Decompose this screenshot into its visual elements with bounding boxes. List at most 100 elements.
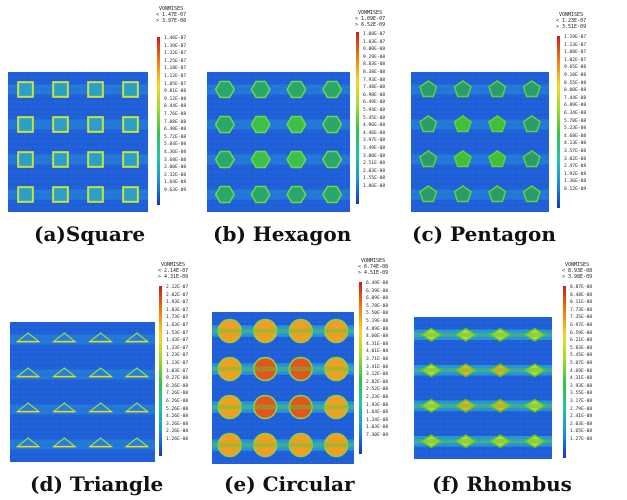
caption-pentagon: (c) Pentagon [412, 222, 556, 246]
legend-value: 8.38E-08 [363, 69, 386, 75]
legend-value: 9.80E-08 [363, 47, 386, 53]
legend-value: 3.12E-08 [366, 372, 389, 378]
legend-title: VONMISES [159, 6, 184, 12]
legend-value: 7.48E-08 [363, 85, 386, 91]
legend-value: 1.32E-07 [164, 51, 187, 57]
legend-value: 3.00E-08 [164, 165, 187, 171]
legend-value: 1.06E-08 [363, 183, 386, 189]
legend-value: 1.05E-07 [164, 81, 187, 87]
legend-value: 1.36E-08 [564, 179, 587, 185]
legend-value: 1.03E-08 [366, 425, 389, 431]
legend-title: VONMISES [361, 258, 386, 264]
legend-value: 3.02E-08 [564, 156, 587, 162]
legend-value: 7.08E-08 [164, 119, 187, 125]
legend-value: 5.04E-08 [164, 142, 187, 148]
legend-value: 8.44E-08 [164, 104, 187, 110]
legend-max: < 2.14E-07 [158, 268, 189, 274]
legend-value: 1.64E-08 [366, 410, 389, 416]
stress-plot-hexagon [207, 72, 350, 212]
legend-value: 4.31E-08 [366, 341, 389, 347]
legend-value: 5.23E-08 [564, 126, 587, 132]
legend-value: 1.03E-07 [363, 39, 386, 45]
legend-value: 5.83E-08 [570, 345, 593, 351]
legend-value: 2.12E-07 [166, 285, 189, 290]
legend-value: 1.08E-07 [564, 50, 587, 56]
legend-min: > 6.52E-09 [355, 22, 386, 28]
legend-value: 6.97E-08 [570, 322, 593, 328]
caption-circular: (e) Circular [224, 472, 355, 496]
legend-values: 2.12E-07 2.02E-07 1.93E-07 1.83E-07 1.73E-07… [166, 284, 188, 443]
stress-plot-triangle [10, 322, 155, 462]
legend-value: 8.11E-08 [570, 300, 593, 306]
legend-value: 2.82E-08 [366, 379, 389, 385]
legend-value: 5.19E-08 [366, 318, 389, 324]
legend-value: 2.79E-08 [570, 406, 593, 412]
legend-max: < 1.47E-07 [156, 12, 187, 18]
legend-min: > 3.97E-08 [156, 18, 187, 24]
legend-value: 1.55E-08 [363, 176, 386, 182]
legend-value: 6.89E-08 [564, 103, 587, 109]
legend-value: 8.87E-08 [570, 285, 593, 290]
legend-value: 1.33E-07 [166, 345, 189, 351]
legend-value: 1.65E-08 [570, 429, 593, 435]
legend-value: 7.44E-08 [564, 95, 587, 101]
legend-value: 2.32E-08 [164, 172, 187, 178]
stress-plot-rhombus [414, 317, 552, 459]
legend-value: 4.96E-08 [363, 123, 386, 129]
legend-title: VONMISES [565, 262, 590, 268]
legend-value: 9.63E-09 [164, 187, 187, 193]
legend-min: > 3.51E-09 [556, 24, 587, 30]
legend-colorbar [359, 282, 362, 454]
legend-value: 2.26E-08 [166, 429, 189, 435]
legend-max: < 1.23E-07 [556, 18, 587, 24]
legend-value: 5.72E-08 [164, 134, 187, 140]
legend-min: > 4.31E-09 [158, 274, 189, 280]
legend-value: 6.21E-08 [570, 338, 593, 344]
legend-colorbar [159, 286, 162, 456]
legend-value: 1.93E-07 [166, 300, 189, 306]
legend-value: 8.48E-08 [570, 292, 593, 298]
legend-title: VONMISES [358, 10, 383, 16]
legend-value: 2.47E-08 [564, 164, 587, 170]
legend-value: 6.49E-08 [366, 281, 389, 286]
legend-value: 8.83E-08 [363, 62, 386, 68]
legend-values: 1.19E-07 1.13E-07 1.08E-07 1.02E-07 9.65E-08… [564, 34, 586, 193]
legend-value: 3.41E-08 [366, 364, 389, 370]
legend-value: 9.12E-08 [164, 96, 187, 102]
legend-value: 1.64E-08 [164, 180, 187, 186]
legend-max: < 1.09E-07 [355, 16, 386, 22]
legend-values: 1.46E-07 1.39E-07 1.32E-07 1.25E-07 1.18E-07… [164, 35, 186, 194]
legend-value: 3.71E-08 [366, 356, 389, 362]
caption-triangle: (d) Triangle [30, 472, 164, 496]
legend-value: 1.83E-07 [166, 307, 189, 313]
legend-value: 2.23E-08 [366, 394, 389, 400]
legend-value: 8.12E-09 [564, 186, 587, 192]
legend-value: 6.40E-08 [164, 127, 187, 133]
legend-colorbar [557, 36, 560, 208]
legend-value: 5.07E-08 [570, 360, 593, 366]
legend-value: 5.78E-08 [366, 303, 389, 309]
legend-value: 3.57E-08 [564, 148, 587, 154]
legend-value: 5.78E-08 [564, 118, 587, 124]
legend-value: 1.93E-08 [366, 402, 389, 408]
legend-value: 1.63E-07 [166, 322, 189, 328]
stress-plot-square [8, 72, 148, 212]
legend-value: 4.31E-08 [570, 376, 593, 382]
legend-value: 7.93E-08 [363, 77, 386, 83]
stress-plot-circular [212, 312, 354, 464]
legend-value: 6.49E-08 [363, 100, 386, 106]
legend-value: 4.46E-08 [363, 130, 386, 136]
legend-value: 5.26E-08 [166, 406, 189, 412]
legend-colorbar [563, 286, 566, 458]
legend-value: 4.60E-08 [366, 334, 389, 340]
legend-value: 9.27E-08 [166, 376, 189, 382]
legend-value: 3.68E-08 [164, 157, 187, 163]
legend-value: 3.93E-08 [570, 383, 593, 389]
legend-value: 9.10E-08 [564, 72, 587, 78]
caption-square: (a)Square [34, 222, 146, 246]
legend-value: 7.76E-08 [164, 111, 187, 117]
legend-value: 3.97E-08 [363, 138, 386, 144]
caption-rhombus: (f) Rhombus [432, 472, 572, 496]
legend-value: 1.46E-07 [164, 36, 187, 41]
legend-value: 1.25E-07 [164, 58, 187, 64]
